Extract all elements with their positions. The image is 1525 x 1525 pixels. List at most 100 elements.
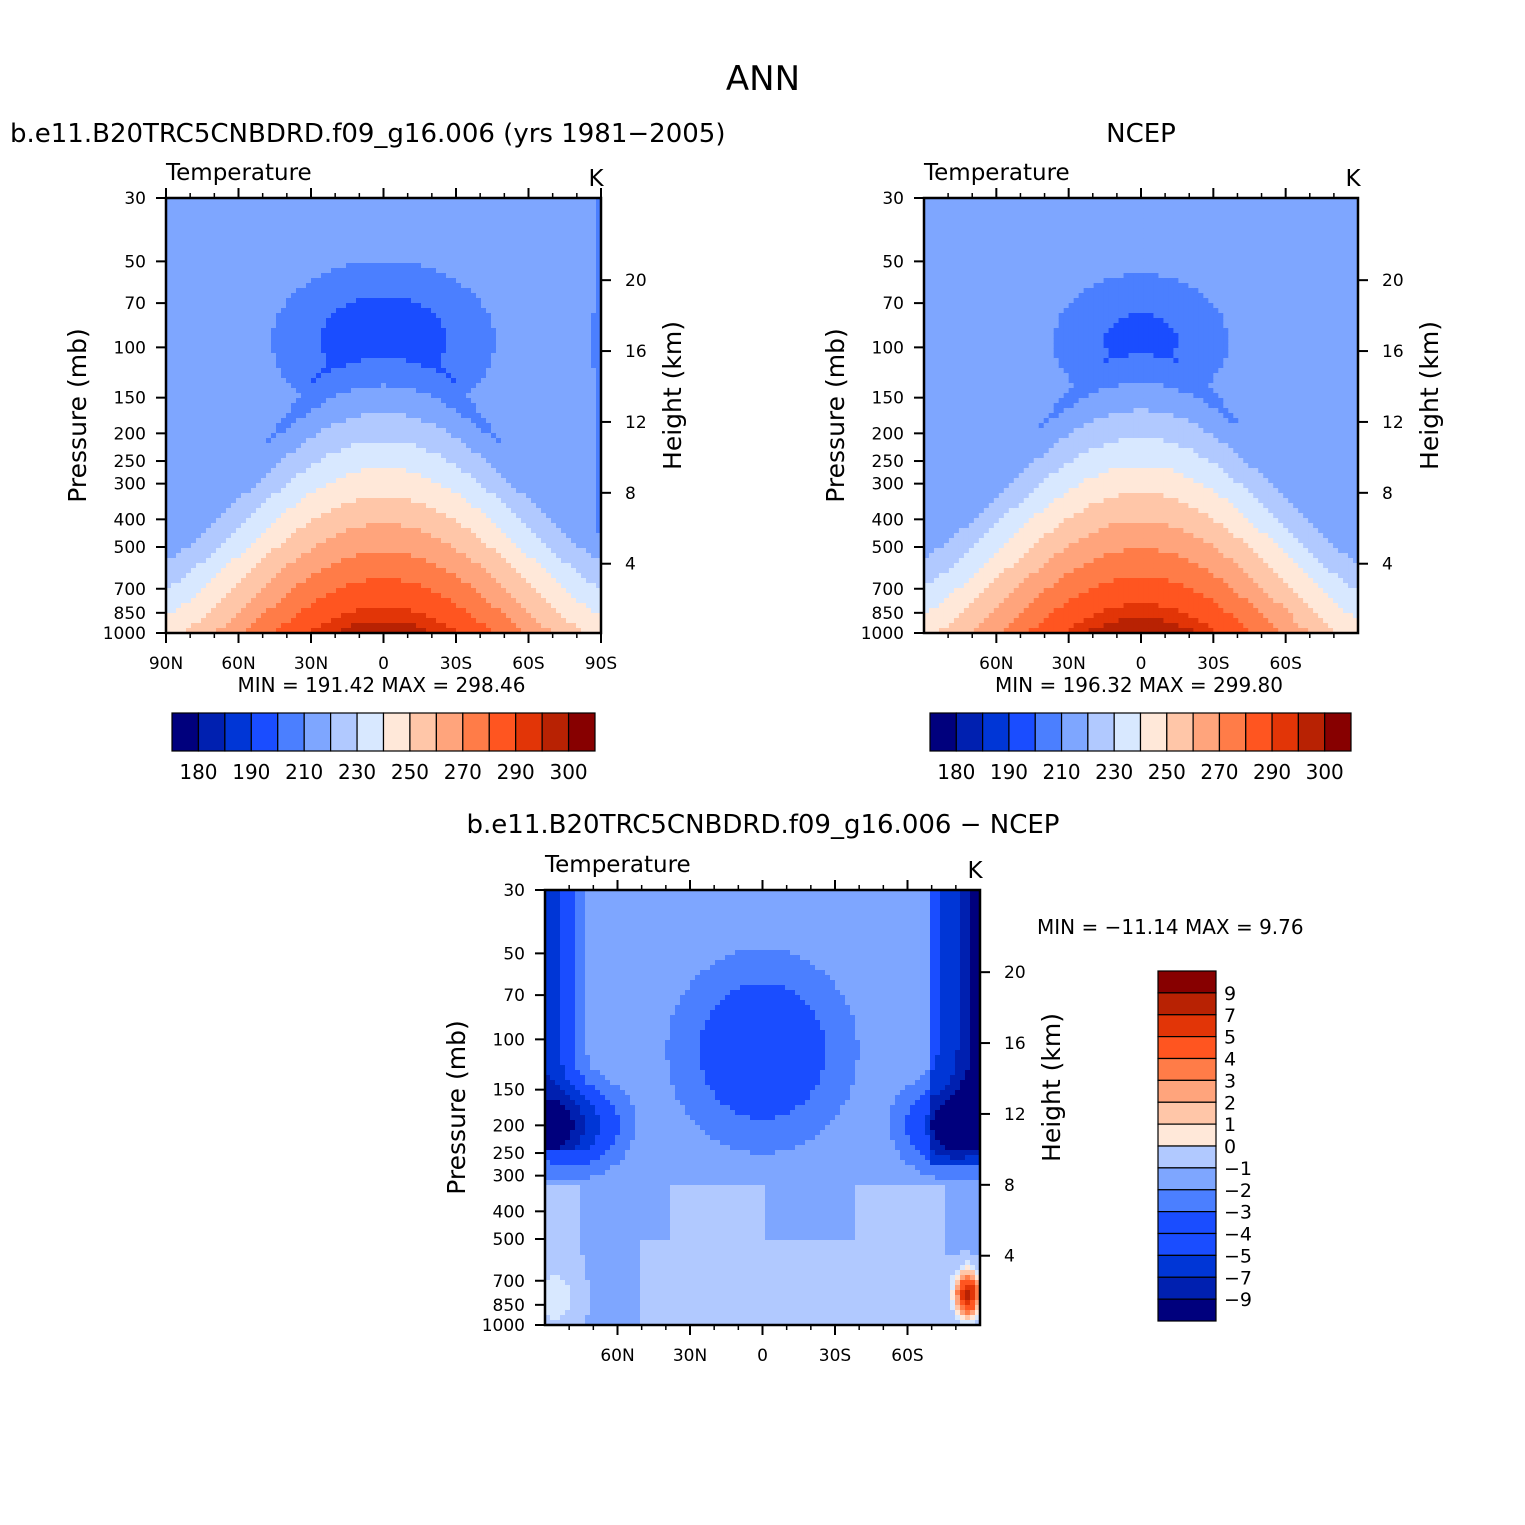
field-cell <box>171 593 177 599</box>
field-cell <box>306 443 312 449</box>
field-cell <box>286 243 292 249</box>
field-cell <box>256 618 262 624</box>
field-cell <box>451 288 457 294</box>
field-cell <box>226 213 232 219</box>
field-cell <box>261 343 267 349</box>
field-cell <box>451 333 457 339</box>
field-cell <box>421 473 427 479</box>
field-cell <box>191 428 197 434</box>
field-cell <box>286 478 292 484</box>
field-cell <box>376 353 382 359</box>
field-cell <box>231 443 237 449</box>
field-cell <box>411 258 417 264</box>
field-cell <box>256 523 262 529</box>
field-cell <box>396 528 402 534</box>
field-cell <box>451 343 457 349</box>
field-cell <box>176 203 182 209</box>
field-cell <box>236 213 242 219</box>
field-cell <box>251 363 257 369</box>
field-cell <box>316 418 322 424</box>
field-cell <box>256 558 262 564</box>
field-cell <box>221 258 227 264</box>
field-cell <box>216 413 222 419</box>
field-cell <box>246 493 252 499</box>
field-cell <box>346 568 352 574</box>
field-cell <box>376 508 382 514</box>
field-cell <box>221 533 227 539</box>
field-cell <box>401 248 407 254</box>
field-cell <box>311 543 317 549</box>
field-cell <box>441 418 447 424</box>
field-cell <box>261 403 267 409</box>
field-cell <box>376 458 382 464</box>
field-cell <box>176 288 182 294</box>
field-cell <box>436 438 442 444</box>
field-cell <box>416 443 422 449</box>
field-cell <box>441 228 447 234</box>
field-cell <box>381 613 387 619</box>
field-cell <box>391 483 397 489</box>
field-cell <box>426 343 432 349</box>
field-cell <box>361 313 367 319</box>
field-cell <box>401 278 407 284</box>
field-cell <box>166 548 172 554</box>
field-cell <box>316 363 322 369</box>
field-cell <box>431 553 437 559</box>
field-cell <box>216 568 222 574</box>
field-cell <box>266 318 272 324</box>
field-cell <box>206 263 212 269</box>
field-cell <box>221 463 227 469</box>
field-cell <box>171 448 177 454</box>
field-cell <box>166 538 172 544</box>
field-cell <box>171 363 177 369</box>
field-cell <box>416 413 422 419</box>
field-cell <box>371 308 377 314</box>
field-cell <box>451 318 457 324</box>
field-cell <box>296 313 302 319</box>
field-cell <box>306 238 312 244</box>
field-cell <box>271 198 277 204</box>
field-cell <box>421 278 427 284</box>
field-cell <box>436 263 442 269</box>
field-cell <box>356 298 362 304</box>
field-cell <box>426 283 432 289</box>
field-cell <box>226 233 232 239</box>
field-cell <box>441 593 447 599</box>
field-cell <box>421 218 427 224</box>
field-cell <box>406 228 412 234</box>
field-cell <box>431 218 437 224</box>
field-cell <box>326 613 332 619</box>
field-cell <box>351 253 357 259</box>
field-cell <box>326 513 332 519</box>
field-cell <box>371 323 377 329</box>
field-cell <box>301 553 307 559</box>
field-cell <box>296 618 302 624</box>
field-cell <box>356 518 362 524</box>
field-cell <box>261 358 267 364</box>
field-cell <box>356 503 362 509</box>
field-cell <box>336 368 342 374</box>
field-cell <box>201 503 207 509</box>
field-cell <box>216 388 222 394</box>
field-cell <box>376 618 382 624</box>
field-cell <box>241 443 247 449</box>
field-cell <box>196 248 202 254</box>
field-cell <box>396 323 402 329</box>
field-cell <box>206 463 212 469</box>
field-cell <box>396 533 402 539</box>
field-cell <box>171 583 177 589</box>
field-cell <box>291 468 297 474</box>
field-cell <box>276 503 282 509</box>
field-cell <box>396 228 402 234</box>
field-cell <box>216 528 222 534</box>
field-cell <box>331 333 337 339</box>
field-cell <box>356 568 362 574</box>
field-cell <box>291 238 297 244</box>
field-cell <box>351 483 357 489</box>
field-cell <box>386 223 392 229</box>
field-cell <box>181 523 187 529</box>
field-cell <box>331 548 337 554</box>
field-cell <box>326 398 332 404</box>
field-cell <box>426 323 432 329</box>
field-cell <box>341 503 347 509</box>
